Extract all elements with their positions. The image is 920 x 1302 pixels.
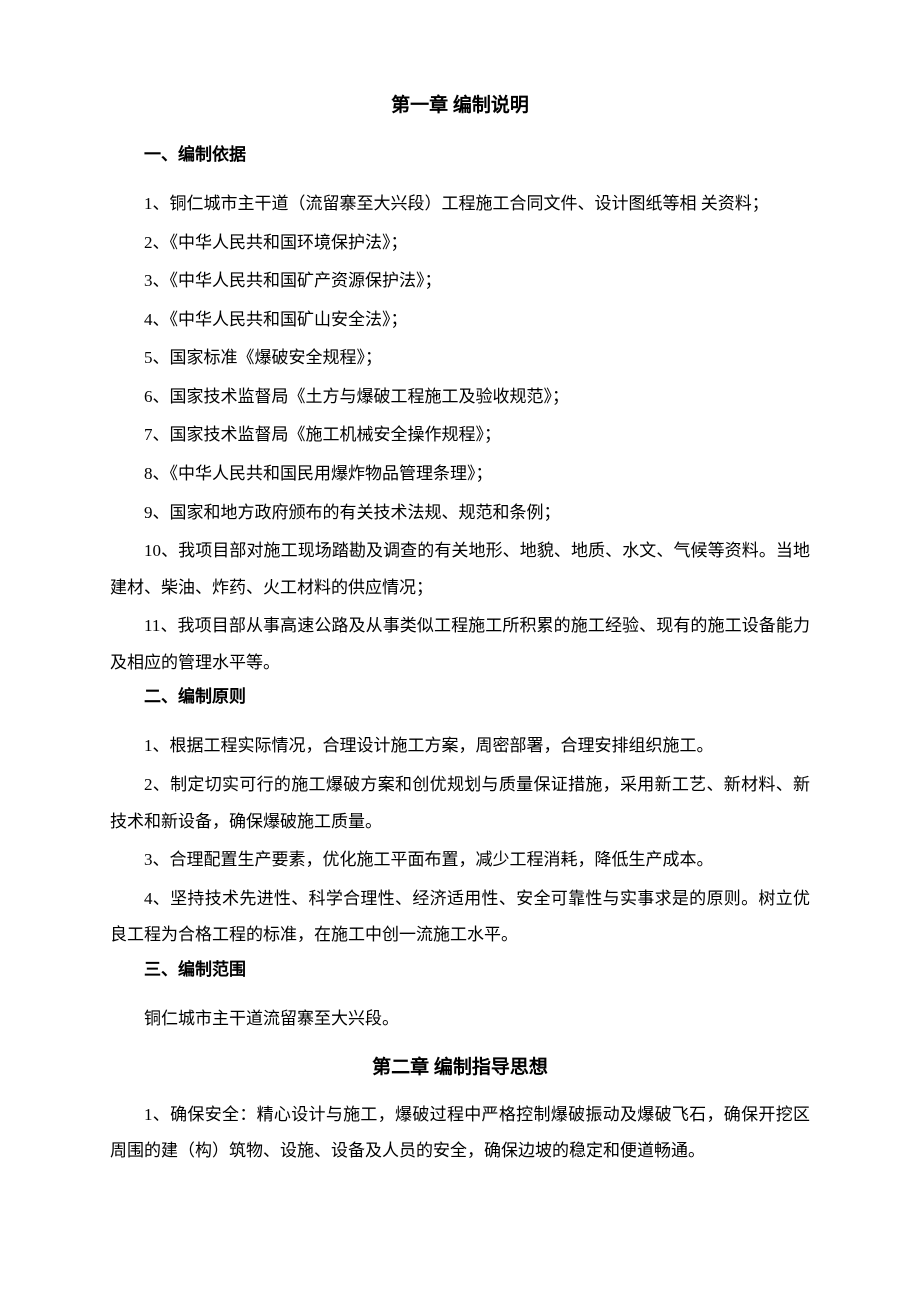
- list-item: 2、《中华人民共和国环境保护法》；: [110, 225, 810, 262]
- list-item: 1、铜仁城市主干道（流留寨至大兴段）工程施工合同文件、设计图纸等相 关资料；: [110, 186, 810, 223]
- list-item: 11、我项目部从事高速公路及从事类似工程施工所积累的施工经验、现有的施工设备能力…: [110, 608, 810, 681]
- body-text: 铜仁城市主干道流留寨至大兴段。: [110, 1001, 810, 1038]
- list-item: 8、《中华人民共和国民用爆炸物品管理条理》；: [110, 456, 810, 493]
- list-item: 4、《中华人民共和国矿山安全法》；: [110, 302, 810, 339]
- list-item: 7、国家技术监督局《施工机械安全操作规程》；: [110, 417, 810, 454]
- list-item: 1、确保安全：精心设计与施工，爆破过程中严格控制爆破振动及爆破飞石，确保开挖区周…: [110, 1097, 810, 1170]
- list-item: 2、制定切实可行的施工爆破方案和创优规划与质量保证措施，采用新工艺、新材料、新技…: [110, 767, 810, 840]
- list-item: 5、国家标准《爆破安全规程》；: [110, 340, 810, 377]
- section-1-heading: 一、编制依据: [110, 141, 810, 168]
- section-2-heading: 二、编制原则: [110, 683, 810, 710]
- document-page: 第一章 编制说明 一、编制依据 1、铜仁城市主干道（流留寨至大兴段）工程施工合同…: [110, 90, 810, 1170]
- chapter-2-title: 第二章 编制指导思想: [110, 1052, 810, 1079]
- list-item: 9、国家和地方政府颁布的有关技术法规、规范和条例；: [110, 495, 810, 532]
- list-item: 6、国家技术监督局《土方与爆破工程施工及验收规范》；: [110, 379, 810, 416]
- list-item: 10、我项目部对施工现场踏勘及调查的有关地形、地貌、地质、水文、气候等资料。当地…: [110, 533, 810, 606]
- list-item: 3、合理配置生产要素，优化施工平面布置，减少工程消耗，降低生产成本。: [110, 842, 810, 879]
- list-item: 3、《中华人民共和国矿产资源保护法》；: [110, 263, 810, 300]
- chapter-1-title: 第一章 编制说明: [110, 90, 810, 117]
- list-item: 1、根据工程实际情况，合理设计施工方案，周密部署，合理安排组织施工。: [110, 728, 810, 765]
- list-item: 4、坚持技术先进性、科学合理性、经济适用性、安全可靠性与实事求是的原则。树立优良…: [110, 881, 810, 954]
- section-3-heading: 三、编制范围: [110, 956, 810, 983]
